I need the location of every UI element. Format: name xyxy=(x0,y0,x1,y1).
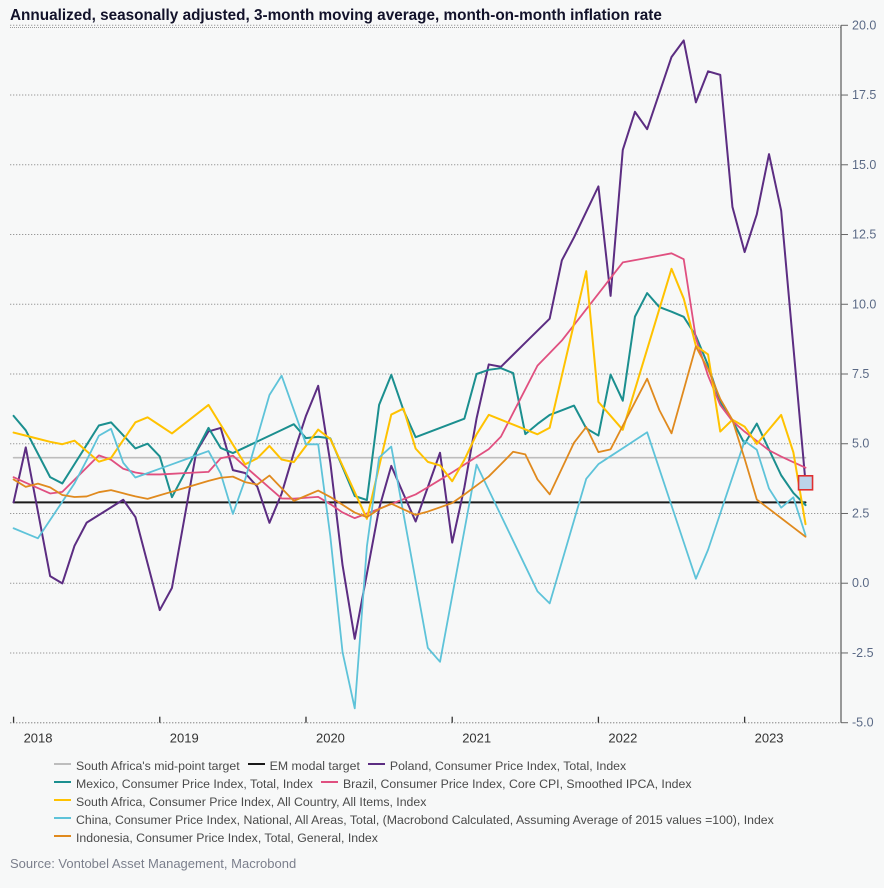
svg-text:2019: 2019 xyxy=(170,731,199,746)
svg-text:2021: 2021 xyxy=(462,731,491,746)
svg-text:20.0: 20.0 xyxy=(852,18,876,32)
svg-text:17.5: 17.5 xyxy=(852,88,876,102)
svg-text:2020: 2020 xyxy=(316,731,345,746)
svg-text:0.0: 0.0 xyxy=(852,576,869,590)
svg-text:-5.0: -5.0 xyxy=(852,716,874,730)
svg-text:2.5: 2.5 xyxy=(852,506,869,520)
svg-text:5.0: 5.0 xyxy=(852,437,869,451)
svg-text:15.0: 15.0 xyxy=(852,158,876,172)
svg-text:12.5: 12.5 xyxy=(852,228,876,242)
svg-text:-2.5: -2.5 xyxy=(852,646,874,660)
svg-text:2022: 2022 xyxy=(608,731,637,746)
svg-text:2018: 2018 xyxy=(24,731,53,746)
svg-text:2023: 2023 xyxy=(755,731,784,746)
svg-text:7.5: 7.5 xyxy=(852,367,869,381)
svg-text:10.0: 10.0 xyxy=(852,297,876,311)
